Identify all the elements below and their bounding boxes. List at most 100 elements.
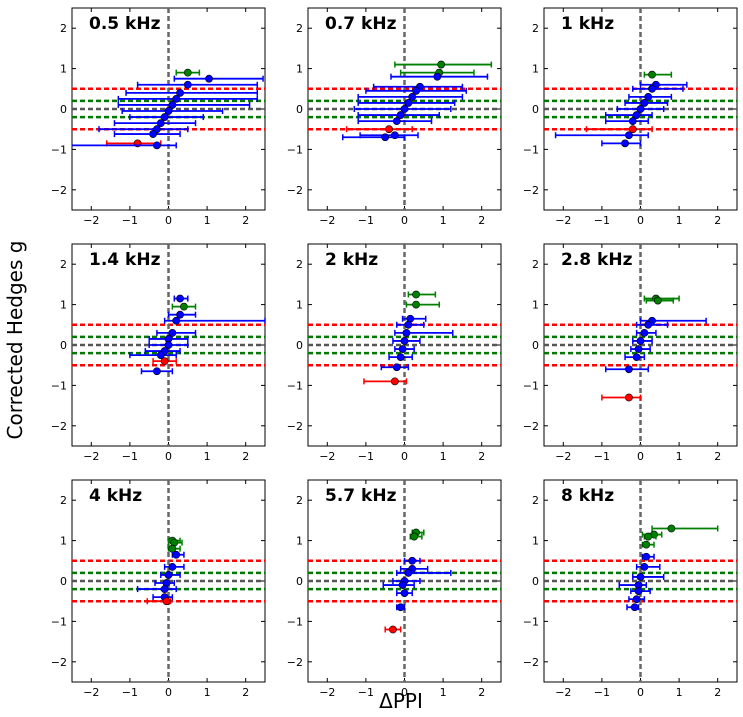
marker bbox=[160, 585, 169, 593]
marker bbox=[153, 141, 161, 150]
data-point bbox=[630, 345, 651, 353]
marker bbox=[390, 377, 399, 386]
marker bbox=[392, 117, 401, 126]
y-tick-label: 2 bbox=[296, 494, 303, 507]
marker bbox=[404, 99, 413, 107]
x-tick-label: 2 bbox=[714, 686, 721, 699]
data-point bbox=[382, 581, 415, 589]
panel: −2 −1 0 1 2 −2 −1 0 1 2 0.5 kHz bbox=[51, 7, 266, 227]
data-point bbox=[396, 603, 406, 612]
marker bbox=[412, 290, 420, 299]
panel-title: 0.5 kHz bbox=[89, 14, 161, 34]
y-tick-label: 0 bbox=[296, 103, 303, 116]
panel-title: 5.7 kHz bbox=[325, 486, 397, 506]
x-tick-label: 1 bbox=[676, 686, 683, 699]
y-tick-label: −1 bbox=[287, 615, 303, 628]
data-point bbox=[136, 80, 259, 89]
data-point bbox=[601, 393, 642, 402]
marker bbox=[205, 74, 213, 83]
marker bbox=[644, 532, 653, 541]
data-point bbox=[628, 595, 646, 604]
marker bbox=[381, 133, 390, 142]
data-point bbox=[160, 571, 181, 579]
data-point bbox=[345, 125, 413, 134]
x-tick-label: 0 bbox=[401, 450, 408, 463]
data-point bbox=[173, 294, 189, 303]
data-point bbox=[167, 538, 183, 547]
panel: −2 −1 0 1 2 −2 −1 0 1 2 2 kHz bbox=[287, 243, 502, 463]
marker bbox=[644, 320, 653, 329]
data-point bbox=[392, 577, 421, 585]
data-point bbox=[384, 625, 402, 634]
panel-title: 1 kHz bbox=[561, 14, 614, 34]
panel: −2 −1 0 1 2 −2 −1 0 1 2 5.7 kHz bbox=[287, 479, 502, 699]
marker bbox=[628, 117, 637, 126]
marker bbox=[640, 562, 649, 571]
x-tick-label: −2 bbox=[83, 214, 99, 227]
data-point bbox=[167, 544, 181, 553]
data-point bbox=[639, 80, 688, 89]
marker bbox=[172, 550, 181, 559]
y-tick-label: 0 bbox=[296, 575, 303, 588]
x-tick-label: −2 bbox=[319, 450, 335, 463]
x-tick-label: 1 bbox=[204, 686, 211, 699]
marker bbox=[437, 60, 446, 69]
y-tick-label: 1 bbox=[532, 63, 539, 76]
data-point bbox=[632, 337, 653, 345]
panel: −2 −1 0 1 2 −2 −1 0 1 2 4 kHz bbox=[51, 479, 266, 699]
x-tick-label: 0 bbox=[637, 450, 644, 463]
marker bbox=[164, 341, 173, 349]
data-point bbox=[616, 105, 665, 113]
marker bbox=[172, 316, 181, 325]
y-tick-label: −1 bbox=[287, 379, 303, 392]
data-point bbox=[401, 314, 427, 323]
y-tick-label: −2 bbox=[523, 656, 539, 669]
x-tick-label: 1 bbox=[676, 214, 683, 227]
panel-title: 2 kHz bbox=[325, 250, 378, 270]
marker bbox=[630, 603, 639, 612]
y-tick-label: −2 bbox=[51, 656, 67, 669]
data-point bbox=[152, 357, 177, 366]
y-tick-label: 1 bbox=[60, 535, 67, 548]
x-tick-label: −1 bbox=[358, 686, 374, 699]
x-tick-label: −2 bbox=[319, 686, 335, 699]
marker bbox=[640, 328, 649, 337]
x-tick-label: 2 bbox=[242, 450, 249, 463]
data-point bbox=[624, 99, 669, 107]
x-tick-label: 2 bbox=[242, 686, 249, 699]
y-tick-label: −1 bbox=[287, 143, 303, 156]
x-tick-label: −2 bbox=[555, 686, 571, 699]
y-tick-label: 2 bbox=[296, 22, 303, 35]
marker bbox=[153, 367, 161, 376]
y-tick-label: 2 bbox=[60, 258, 67, 271]
panel: −2 −1 0 1 2 −2 −1 0 1 2 8 kHz bbox=[523, 479, 738, 699]
x-tick-label: 0 bbox=[165, 686, 172, 699]
y-tick-label: −2 bbox=[287, 184, 303, 197]
x-tick-label: 0 bbox=[637, 686, 644, 699]
data-point bbox=[140, 367, 174, 376]
data-point bbox=[129, 113, 204, 121]
data-point bbox=[380, 363, 410, 372]
data-point bbox=[171, 550, 185, 559]
x-tick-label: 2 bbox=[478, 214, 485, 227]
data-point bbox=[626, 603, 640, 612]
data-point bbox=[641, 552, 655, 561]
x-tick-label: −1 bbox=[594, 214, 610, 227]
marker bbox=[636, 105, 645, 113]
data-point bbox=[618, 581, 648, 589]
x-tick-label: 1 bbox=[440, 450, 447, 463]
marker bbox=[156, 351, 165, 359]
marker bbox=[162, 597, 171, 606]
marker bbox=[642, 540, 651, 549]
y-tick-label: −2 bbox=[523, 184, 539, 197]
x-tick-label: 2 bbox=[714, 214, 721, 227]
marker bbox=[168, 101, 177, 109]
marker bbox=[625, 131, 633, 140]
x-tick-label: −1 bbox=[122, 450, 138, 463]
marker bbox=[410, 532, 419, 541]
marker bbox=[400, 337, 409, 345]
x-tick-label: 2 bbox=[478, 450, 485, 463]
data-point bbox=[645, 296, 675, 305]
marker bbox=[183, 80, 192, 89]
y-tick-label: −1 bbox=[51, 379, 67, 392]
